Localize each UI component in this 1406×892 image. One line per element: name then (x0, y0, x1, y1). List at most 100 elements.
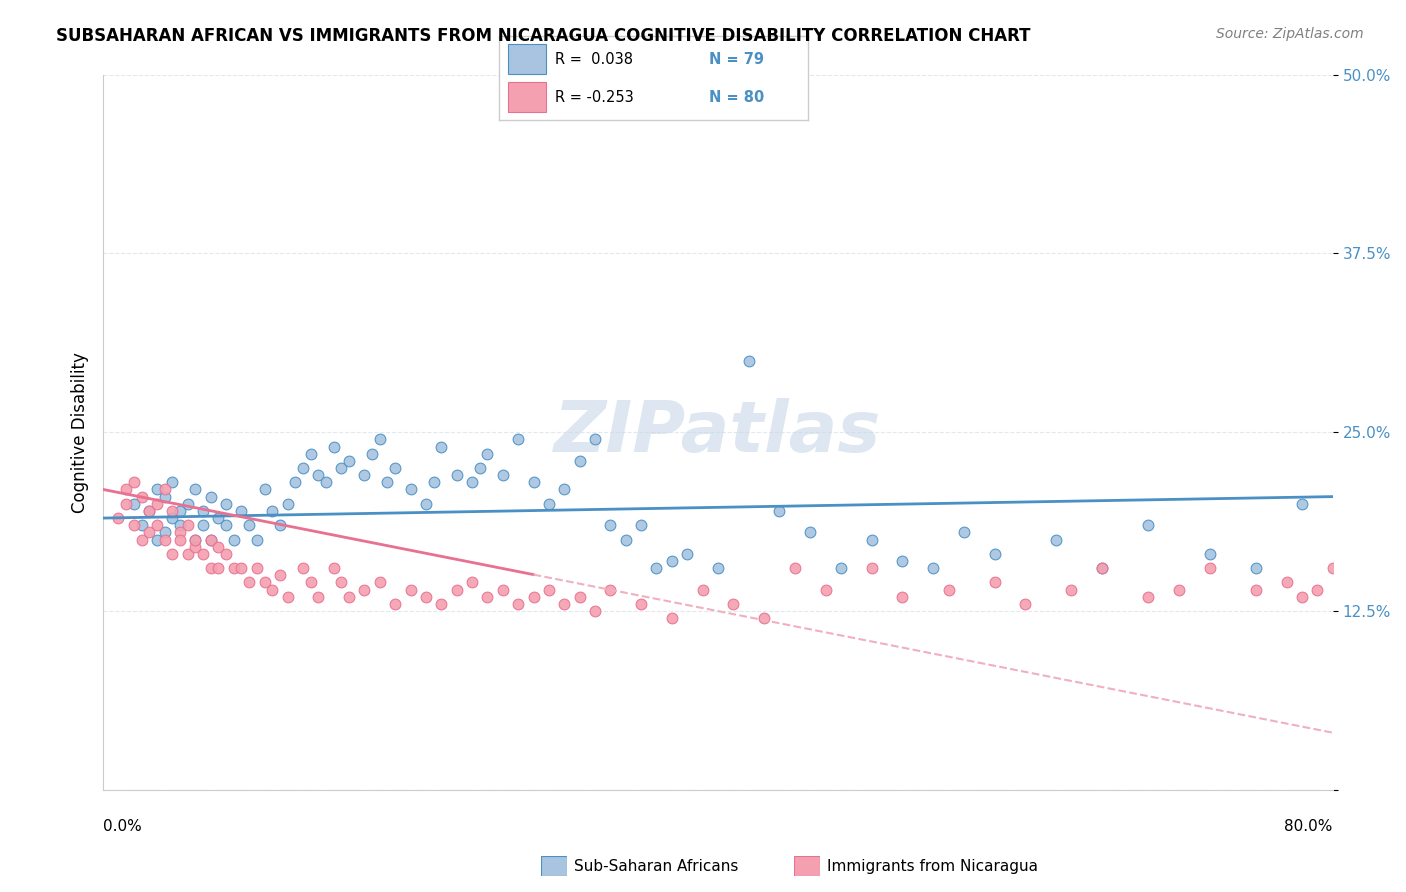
Point (568, 454, 591, 468)
Point (277, 590, 299, 604)
Point (238, 575, 260, 590)
Point (430, 597, 453, 611)
Point (1291, 590, 1313, 604)
Text: Sub-Saharan Africans: Sub-Saharan Africans (574, 859, 738, 873)
Point (269, 518, 291, 533)
Point (153, 525, 176, 540)
Point (169, 504, 191, 518)
Point (891, 554, 914, 568)
Point (284, 475, 307, 490)
Point (1045, 533, 1067, 547)
Point (399, 483, 422, 497)
Point (860, 533, 883, 547)
Point (492, 468, 515, 483)
Point (200, 561, 222, 575)
Point (1168, 582, 1191, 597)
Point (537, 582, 560, 597)
Point (215, 497, 238, 511)
Point (983, 547, 1005, 561)
Point (377, 475, 399, 490)
Point (231, 561, 253, 575)
Point (537, 497, 560, 511)
Point (176, 547, 198, 561)
Point (568, 590, 591, 604)
Point (138, 504, 160, 518)
Point (131, 490, 153, 504)
Point (1091, 561, 1114, 575)
Text: 80.0%: 80.0% (1285, 819, 1333, 833)
Point (1306, 582, 1329, 597)
Point (553, 597, 575, 611)
Point (830, 561, 852, 575)
Point (1275, 575, 1298, 590)
Point (200, 533, 222, 547)
Point (1291, 497, 1313, 511)
Point (599, 518, 621, 533)
Point (1060, 582, 1083, 597)
Point (146, 533, 169, 547)
Text: N = 79: N = 79 (710, 52, 765, 67)
Text: SUBSAHARAN AFRICAN VS IMMIGRANTS FROM NICARAGUA COGNITIVE DISABILITY CORRELATION: SUBSAHARAN AFRICAN VS IMMIGRANTS FROM NI… (56, 27, 1031, 45)
Point (477, 590, 499, 604)
Point (522, 590, 544, 604)
Point (368, 433, 391, 447)
Point (384, 461, 406, 475)
Point (299, 447, 322, 461)
Point (768, 504, 790, 518)
Point (1198, 561, 1220, 575)
Point (200, 490, 222, 504)
Point (131, 518, 153, 533)
Text: R =  0.038: R = 0.038 (555, 52, 633, 67)
Point (330, 575, 353, 590)
Point (361, 447, 384, 461)
Point (384, 597, 406, 611)
Point (146, 497, 169, 511)
Point (153, 483, 176, 497)
Point (269, 568, 291, 582)
Point (661, 554, 683, 568)
Point (207, 561, 229, 575)
Point (368, 575, 391, 590)
Point (322, 561, 344, 575)
Point (1137, 590, 1160, 604)
Point (291, 561, 314, 575)
Point (262, 504, 284, 518)
Point (522, 475, 544, 490)
Point (184, 483, 207, 497)
Point (146, 483, 169, 497)
Point (922, 561, 945, 575)
Point (645, 561, 668, 575)
Point (262, 582, 284, 597)
Point (752, 611, 775, 625)
Text: N = 80: N = 80 (710, 90, 765, 105)
Text: 0.0%: 0.0% (103, 819, 142, 833)
Point (468, 461, 491, 475)
Point (115, 483, 138, 497)
Point (231, 504, 253, 518)
Point (461, 475, 484, 490)
Point (799, 525, 821, 540)
Point (222, 561, 245, 575)
Point (814, 582, 837, 597)
Point (422, 475, 444, 490)
Point (122, 497, 145, 511)
Point (891, 590, 914, 604)
Point (169, 533, 191, 547)
Point (277, 497, 299, 511)
Point (630, 518, 652, 533)
Point (107, 511, 129, 525)
Point (446, 468, 468, 483)
Point (614, 533, 637, 547)
Point (322, 440, 344, 454)
Point (299, 575, 322, 590)
Point (583, 604, 606, 618)
Point (692, 582, 714, 597)
Point (153, 490, 176, 504)
Point (707, 561, 730, 575)
Text: R = -0.253: R = -0.253 (555, 90, 634, 105)
Point (222, 533, 245, 547)
Point (215, 518, 238, 533)
Point (938, 582, 960, 597)
Point (207, 540, 229, 554)
Point (860, 561, 883, 575)
